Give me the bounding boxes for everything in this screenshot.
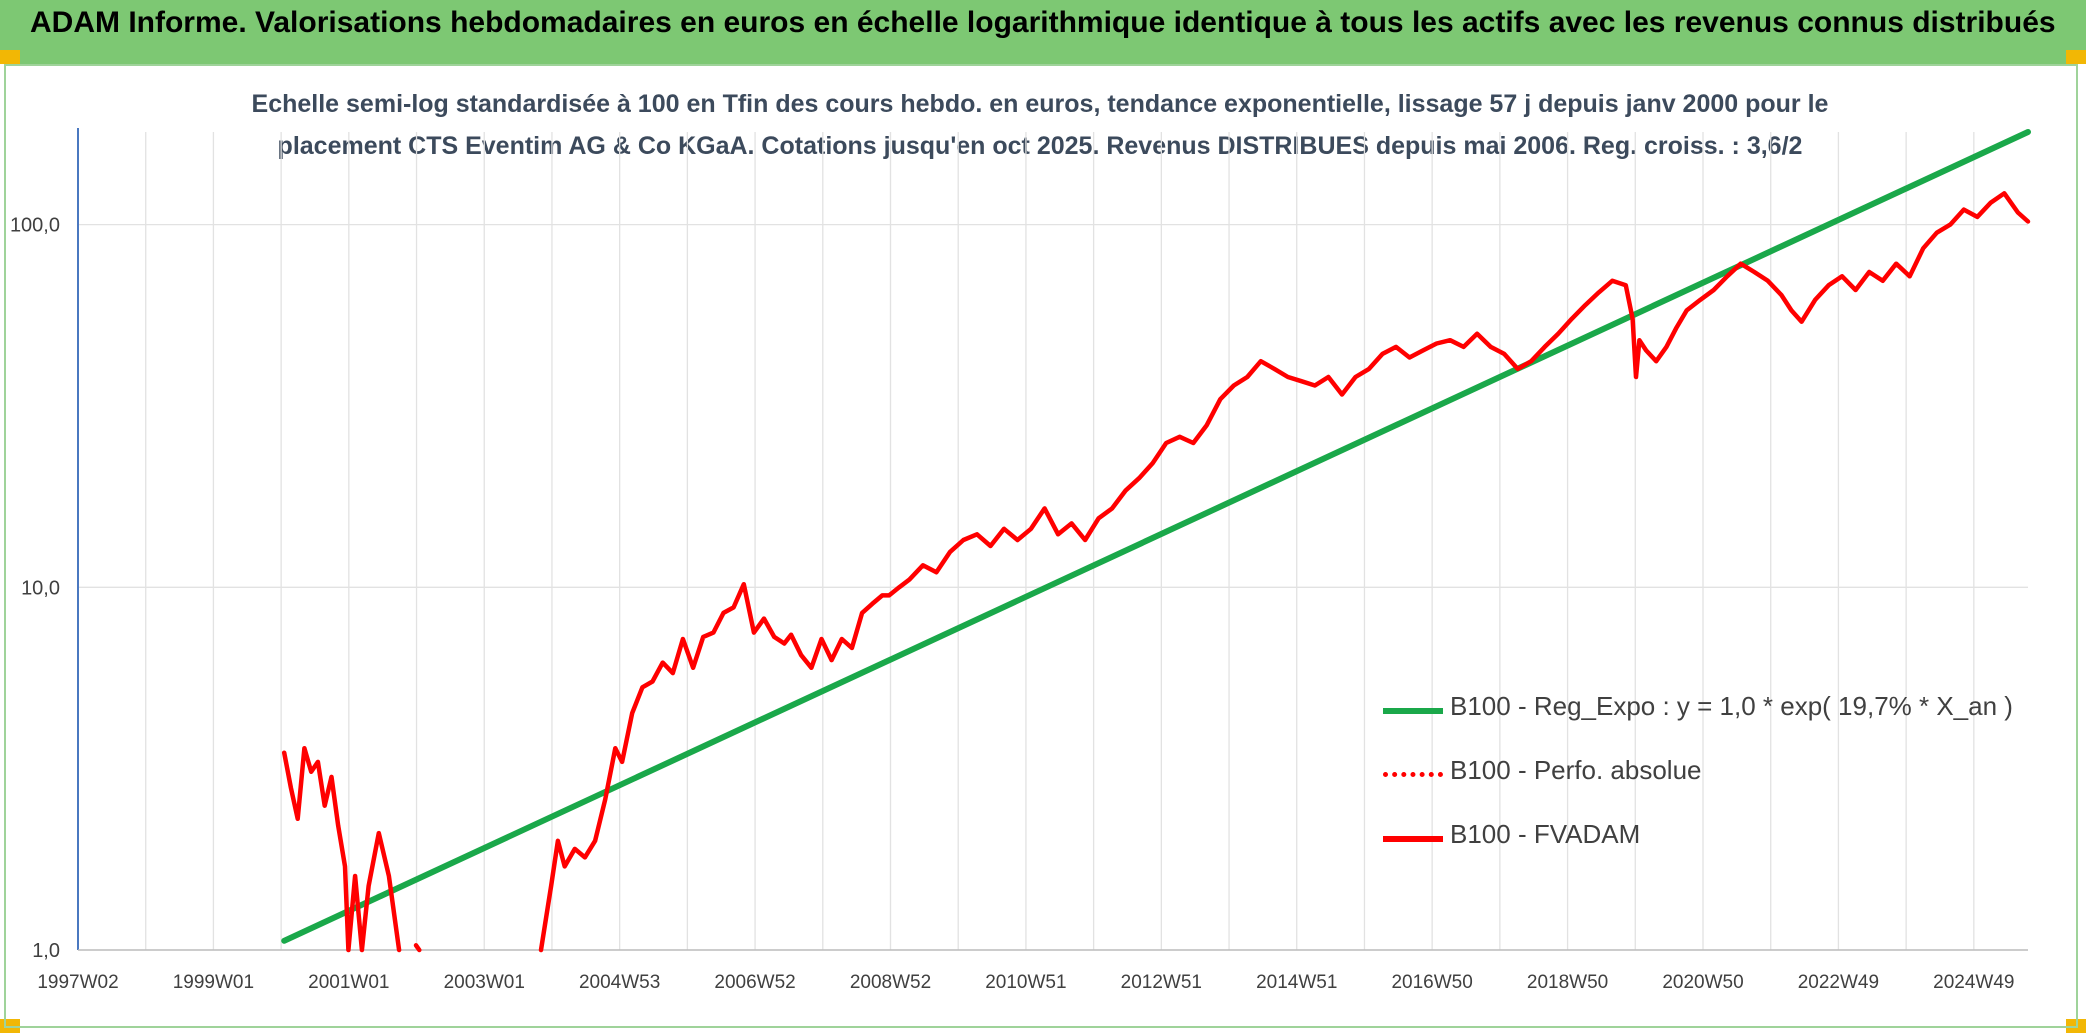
x-tick-label: 2004W53 (579, 972, 660, 993)
x-tick-label: 2003W01 (444, 972, 525, 993)
x-tick-label: 2018W50 (1527, 972, 1608, 993)
x-tick-label: 2008W52 (850, 972, 931, 993)
x-tick-label: 2014W51 (1256, 972, 1337, 993)
series-line-reg-expo (281, 129, 2031, 944)
x-tick-label: 2001W01 (308, 972, 389, 993)
y-tick-label: 10,0 (21, 577, 60, 599)
x-tick-label: 1999W01 (173, 972, 254, 993)
header-banner: ADAM Informe. Valorisations hebdomadaire… (0, 0, 2086, 64)
legend-label-reg-expo: B100 - Reg_Expo : y = 1,0 * exp( 19,7% *… (1450, 691, 2013, 721)
legend-label-fvadam: B100 - FVADAM (1450, 819, 1641, 849)
axes: 1,0 10,0 100,0 1997W02 1999W01 2001W01 2003W01… (10, 128, 2028, 993)
corner-marker-right (2066, 50, 2086, 64)
page-title: ADAM Informe. Valorisations hebdomadaire… (30, 6, 2056, 39)
grid (77, 132, 2028, 951)
x-tick-label: 2012W51 (1121, 972, 1202, 993)
y-tick-label: 1,0 (32, 940, 60, 962)
x-tick-label: 2020W50 (1662, 972, 1743, 993)
legend-swatch-red (1383, 836, 1443, 842)
series-line-fvadam-segment (281, 745, 402, 953)
x-tick-label: 2016W50 (1391, 972, 1472, 993)
series-layer (281, 129, 2031, 953)
series-line-fvadam-segment (538, 191, 2031, 953)
x-tick-label: 1997W02 (37, 972, 118, 993)
chart-title-line-1: Echelle semi-log standardisée à 100 en T… (251, 90, 1829, 118)
corner-marker-left (0, 50, 20, 64)
legend-swatch-green (1383, 708, 1443, 714)
y-tick-label: 100,0 (10, 215, 60, 237)
chart-frame (4, 64, 2078, 1028)
chart-title-line-2: placement CTS Eventim AG & Co KGaA. Cota… (277, 132, 1803, 160)
series-line-fvadam-segment (413, 943, 422, 953)
x-tick-label: 2010W51 (985, 972, 1066, 993)
legend-swatch-red-dotted (1383, 772, 1443, 777)
x-tick-label: 2022W49 (1798, 972, 1879, 993)
x-tick-label: 2024W49 (1933, 972, 2014, 993)
legend-label-perfo-absolue: B100 - Perfo. absolue (1450, 755, 1702, 785)
x-tick-label: 2006W52 (714, 972, 795, 993)
